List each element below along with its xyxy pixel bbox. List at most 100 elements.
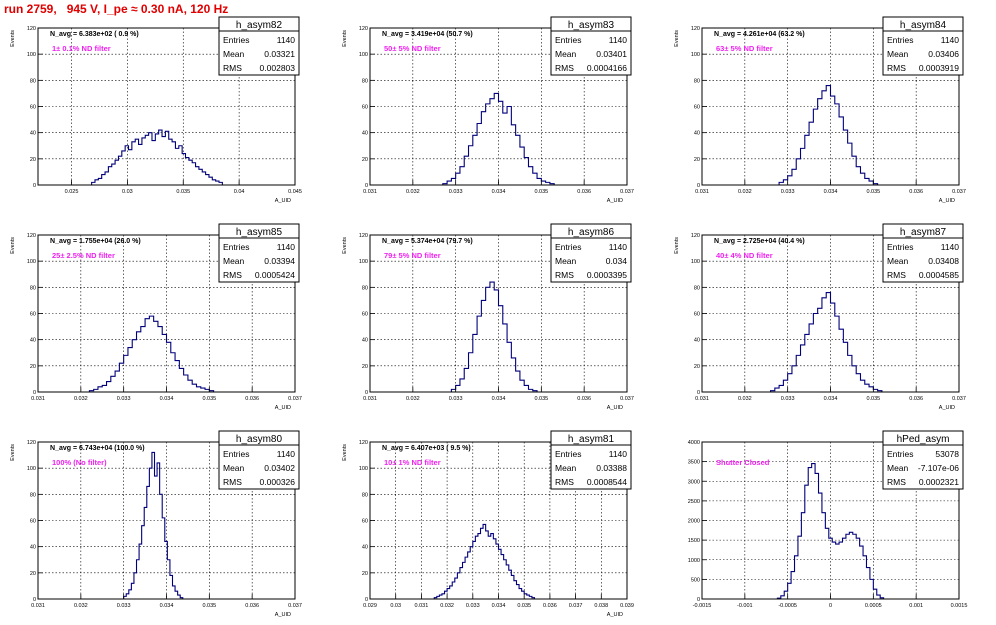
navg-label: N_avg = 6.743e+04 (100.0 %) (50, 445, 145, 452)
stats-box-frame (882, 430, 964, 490)
x-tick-label: 0.033 (117, 603, 131, 609)
x-tick-label: 0.036 (909, 396, 923, 402)
x-tick-label: 0.033 (117, 396, 131, 402)
histogram-series (123, 451, 184, 599)
x-tick-label: 0.035 (534, 396, 548, 402)
stats-key-mean: Mean (555, 49, 577, 59)
stats-value-mean: 0.03401 (596, 49, 627, 59)
x-tick-label: 0.034 (824, 396, 838, 402)
y-tick-label: 4000 (688, 440, 700, 446)
stats-key-rms: RMS (887, 63, 906, 73)
y-tick-label: 60 (362, 312, 368, 318)
y-tick-label: 120 (691, 26, 700, 32)
y-tick-label: 20 (694, 364, 700, 370)
x-tick-label: 0.037 (952, 189, 966, 195)
x-tick-label: 0.035 (534, 189, 548, 195)
x-tick-label: 0.037 (569, 603, 583, 609)
y-tick-label: 3500 (688, 460, 700, 466)
histogram-name: h_asym80 (236, 434, 283, 445)
y-tick-label: 60 (30, 519, 36, 525)
stats-key-entries: Entries (887, 449, 913, 459)
histogram-name: h_asym83 (568, 20, 615, 31)
histogram-name: h_asym84 (900, 20, 947, 31)
histogram-panel-h_asym82: 0.025 0.03 0.035 0.04 0.045 0 20 40 60 80 100 120 Ev… (10, 16, 302, 204)
x-tick-label: 0.036 (909, 189, 923, 195)
stats-value-rms: 0.0003395 (587, 270, 627, 280)
y-tick-label: 1500 (688, 538, 700, 544)
stats-value-mean: 0.03408 (928, 256, 959, 266)
stats-value-entries: 1140 (277, 35, 296, 45)
x-axis-title: A_UID (939, 198, 955, 204)
histogram-name: h_asym85 (236, 227, 283, 238)
x-tick-label: -0.0005 (778, 603, 797, 609)
x-tick-label: 0.031 (695, 189, 709, 195)
histogram-series (91, 129, 223, 185)
x-tick-label: 0.037 (952, 396, 966, 402)
histogram-series (433, 523, 536, 599)
y-tick-label: 40 (30, 131, 36, 137)
stats-key-entries: Entries (555, 242, 581, 252)
y-tick-label: 120 (27, 233, 36, 239)
y-tick-label: 120 (359, 26, 368, 32)
x-tick-label: 0.038 (594, 603, 608, 609)
y-tick-label: 60 (30, 105, 36, 111)
stats-key-mean: Mean (887, 256, 909, 266)
stats-value-entries: 1140 (941, 242, 960, 252)
y-tick-label: 20 (362, 364, 368, 370)
histogram-panel-h_asym86: 0.031 0.032 0.033 0.034 0.035 0.036 0.037 0 20 40… (342, 223, 634, 411)
y-tick-label: 2000 (688, 519, 700, 525)
stats-key-rms: RMS (887, 270, 906, 280)
stats-value-entries: 1140 (277, 449, 296, 459)
x-tick-label: 0.035 (866, 189, 880, 195)
stats-value-mean: 0.034 (606, 256, 628, 266)
y-tick-label: 100 (359, 259, 368, 265)
stats-key-mean: Mean (887, 463, 909, 473)
x-tick-label: 0.032 (74, 396, 88, 402)
y-tick-label: 40 (694, 131, 700, 137)
x-axis-title: A_UID (939, 405, 955, 411)
y-tick-label: 100 (27, 466, 36, 472)
stats-box-frame (218, 223, 300, 283)
filter-label: 10± 1% ND filter (384, 458, 441, 467)
y-axis-title: Events (10, 237, 16, 254)
histogram-panel-h_asym85: 0.031 0.032 0.033 0.034 0.035 0.036 0.037 0 20 40… (10, 223, 302, 411)
y-tick-label: 0 (697, 390, 700, 396)
histogram-series (778, 85, 879, 185)
y-tick-label: 0 (365, 183, 368, 189)
y-tick-label: 0 (365, 597, 368, 603)
stats-value-mean: 0.03388 (596, 463, 627, 473)
y-axis-title: Events (342, 444, 348, 461)
x-tick-label: 0.031 (31, 603, 45, 609)
grid-lines (369, 234, 628, 393)
x-tick-label: 0.037 (288, 396, 302, 402)
stats-key-rms: RMS (223, 270, 242, 280)
stats-key-rms: RMS (555, 63, 574, 73)
x-axis-title: A_UID (607, 198, 623, 204)
stats-value-rms: 0.0002321 (919, 477, 959, 487)
stats-box-frame (550, 223, 632, 283)
stats-box: h_asym85 Entries 1140 Mean 0.03394 RMS 0.00054… (218, 223, 300, 283)
histogram-panel-h_asym80: 0.031 0.032 0.033 0.034 0.035 0.036 0.037 0 20 40… (10, 430, 302, 618)
stats-value-entries: 1140 (609, 35, 628, 45)
y-tick-label: 0 (697, 597, 700, 603)
stats-key-rms: RMS (223, 477, 242, 487)
stats-key-mean: Mean (555, 463, 577, 473)
filter-label: 79± 5% ND filter (384, 251, 441, 260)
x-tick-label: 0.036 (577, 396, 591, 402)
x-tick-label: 0.034 (160, 603, 174, 609)
stats-box: h_asym83 Entries 1140 Mean 0.03401 RMS 0.00041… (550, 16, 632, 76)
y-tick-label: 40 (362, 131, 368, 137)
x-tick-label: 0.034 (492, 189, 506, 195)
x-tick-label: 0.031 (363, 189, 377, 195)
y-tick-label: 60 (362, 105, 368, 111)
x-tick-label: 0.031 (363, 396, 377, 402)
stats-box-frame (550, 16, 632, 76)
y-tick-label: 60 (30, 312, 36, 318)
x-tick-label: 0.031 (31, 396, 45, 402)
stats-box: h_asym81 Entries 1140 Mean 0.03388 RMS 0.00085… (550, 430, 632, 490)
histogram-series (442, 92, 555, 185)
stats-box: h_asym82 Entries 1140 Mean 0.03321 RMS 0.00280… (218, 16, 300, 76)
y-tick-label: 0 (365, 390, 368, 396)
histogram-name: h_asym81 (568, 434, 615, 445)
navg-label: N_avg = 5.374e+04 (79.7 %) (382, 238, 473, 245)
